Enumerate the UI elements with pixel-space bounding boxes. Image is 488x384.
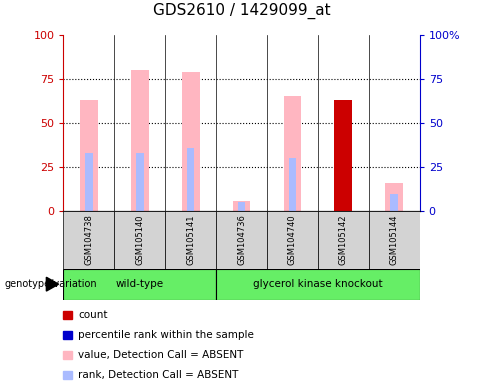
Text: genotype/variation: genotype/variation <box>5 279 98 289</box>
Text: GSM105144: GSM105144 <box>390 215 399 265</box>
Bar <box>318 211 369 269</box>
Text: count: count <box>78 310 107 320</box>
Bar <box>340 160 347 211</box>
Bar <box>267 211 318 269</box>
Bar <box>390 194 398 211</box>
Text: GDS2610 / 1429099_at: GDS2610 / 1429099_at <box>153 3 330 19</box>
Bar <box>284 96 302 211</box>
Bar <box>80 100 98 211</box>
Bar <box>63 351 72 359</box>
Bar <box>334 100 352 211</box>
Text: GSM105142: GSM105142 <box>339 215 348 265</box>
Bar <box>182 72 200 211</box>
Bar <box>238 202 245 211</box>
Bar <box>386 183 403 211</box>
Bar <box>216 211 267 269</box>
Bar <box>85 153 93 211</box>
Bar <box>216 269 420 300</box>
Text: value, Detection Call = ABSENT: value, Detection Call = ABSENT <box>78 350 244 360</box>
Bar <box>187 147 195 211</box>
Bar <box>288 158 296 211</box>
Text: GSM105140: GSM105140 <box>135 215 144 265</box>
Text: wild-type: wild-type <box>116 279 164 289</box>
Bar <box>334 100 352 211</box>
Text: rank, Detection Call = ABSENT: rank, Detection Call = ABSENT <box>78 370 239 380</box>
Bar <box>165 211 216 269</box>
Bar <box>63 311 72 319</box>
Text: GSM104738: GSM104738 <box>84 215 93 265</box>
Bar <box>233 200 250 211</box>
Bar <box>136 153 143 211</box>
Bar <box>131 70 149 211</box>
Bar <box>369 211 420 269</box>
Polygon shape <box>46 277 59 291</box>
Bar <box>63 331 72 339</box>
Text: GSM104736: GSM104736 <box>237 215 246 265</box>
Bar <box>63 371 72 379</box>
Text: percentile rank within the sample: percentile rank within the sample <box>78 330 254 340</box>
Text: GSM104740: GSM104740 <box>288 215 297 265</box>
Bar <box>63 211 114 269</box>
Bar <box>63 269 216 300</box>
Text: GSM105141: GSM105141 <box>186 215 195 265</box>
Bar <box>114 211 165 269</box>
Text: glycerol kinase knockout: glycerol kinase knockout <box>253 279 383 289</box>
